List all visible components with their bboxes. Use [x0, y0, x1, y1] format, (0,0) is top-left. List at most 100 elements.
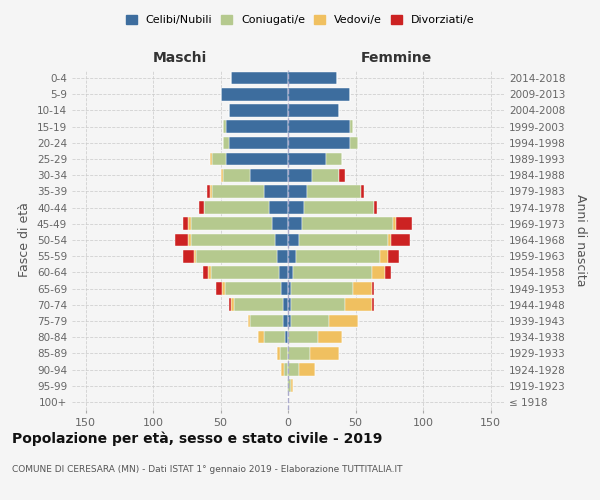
Bar: [284, 363, 288, 376]
Bar: [361, 185, 364, 198]
Bar: [290, 298, 344, 311]
Bar: [269, 202, 288, 214]
Bar: [288, 298, 290, 311]
Bar: [232, 72, 288, 85]
Y-axis label: Anni di nascita: Anni di nascita: [574, 194, 587, 286]
Bar: [221, 88, 288, 101]
Bar: [372, 266, 385, 278]
Bar: [217, 282, 222, 295]
Bar: [350, 120, 353, 133]
Bar: [212, 185, 264, 198]
Bar: [288, 88, 350, 101]
Bar: [288, 152, 326, 166]
Bar: [182, 218, 188, 230]
Bar: [290, 282, 353, 295]
Bar: [229, 298, 232, 311]
Bar: [288, 250, 296, 262]
Bar: [229, 136, 288, 149]
Bar: [391, 234, 409, 246]
Bar: [288, 234, 299, 246]
Bar: [223, 136, 229, 149]
Bar: [290, 380, 293, 392]
Bar: [288, 218, 302, 230]
Bar: [280, 347, 288, 360]
Bar: [326, 152, 342, 166]
Bar: [288, 185, 307, 198]
Bar: [340, 169, 344, 181]
Bar: [272, 218, 288, 230]
Bar: [212, 152, 226, 166]
Bar: [191, 218, 272, 230]
Text: Maschi: Maschi: [153, 51, 207, 65]
Bar: [394, 218, 396, 230]
Bar: [372, 282, 374, 295]
Bar: [204, 202, 269, 214]
Bar: [288, 104, 340, 117]
Bar: [372, 298, 374, 311]
Bar: [388, 234, 391, 246]
Bar: [259, 331, 264, 344]
Bar: [210, 185, 212, 198]
Bar: [264, 185, 288, 198]
Bar: [313, 169, 340, 181]
Text: Femmine: Femmine: [361, 51, 431, 65]
Text: COMUNE DI CERESARA (MN) - Dati ISTAT 1° gennaio 2019 - Elaborazione TUTTITALIA.I: COMUNE DI CERESARA (MN) - Dati ISTAT 1° …: [12, 466, 403, 474]
Bar: [281, 363, 284, 376]
Bar: [182, 250, 193, 262]
Bar: [288, 72, 337, 85]
Bar: [388, 250, 399, 262]
Bar: [288, 266, 293, 278]
Bar: [211, 266, 278, 278]
Bar: [296, 250, 380, 262]
Bar: [288, 169, 313, 181]
Bar: [299, 234, 388, 246]
Bar: [234, 298, 283, 311]
Bar: [304, 202, 374, 214]
Bar: [353, 282, 372, 295]
Bar: [288, 120, 350, 133]
Bar: [350, 136, 358, 149]
Bar: [188, 218, 191, 230]
Bar: [288, 136, 350, 149]
Bar: [222, 282, 224, 295]
Bar: [287, 380, 288, 392]
Bar: [344, 298, 372, 311]
Bar: [193, 250, 196, 262]
Bar: [226, 152, 288, 166]
Bar: [283, 314, 288, 328]
Bar: [318, 331, 342, 344]
Bar: [307, 185, 361, 198]
Bar: [275, 234, 288, 246]
Bar: [248, 314, 250, 328]
Bar: [229, 104, 288, 117]
Bar: [188, 234, 191, 246]
Bar: [286, 331, 288, 344]
Bar: [223, 169, 250, 181]
Bar: [310, 347, 340, 360]
Bar: [224, 282, 281, 295]
Bar: [288, 202, 304, 214]
Bar: [385, 266, 391, 278]
Bar: [232, 298, 234, 311]
Bar: [329, 314, 358, 328]
Bar: [380, 250, 388, 262]
Bar: [396, 218, 412, 230]
Bar: [288, 331, 318, 344]
Bar: [283, 298, 288, 311]
Bar: [226, 120, 288, 133]
Bar: [278, 266, 288, 278]
Bar: [203, 266, 208, 278]
Bar: [223, 120, 226, 133]
Bar: [207, 185, 210, 198]
Bar: [196, 250, 277, 262]
Bar: [288, 282, 290, 295]
Bar: [250, 169, 288, 181]
Bar: [250, 314, 283, 328]
Bar: [288, 314, 290, 328]
Bar: [290, 314, 329, 328]
Bar: [281, 282, 288, 295]
Bar: [288, 347, 310, 360]
Bar: [288, 363, 299, 376]
Bar: [175, 234, 188, 246]
Bar: [277, 347, 280, 360]
